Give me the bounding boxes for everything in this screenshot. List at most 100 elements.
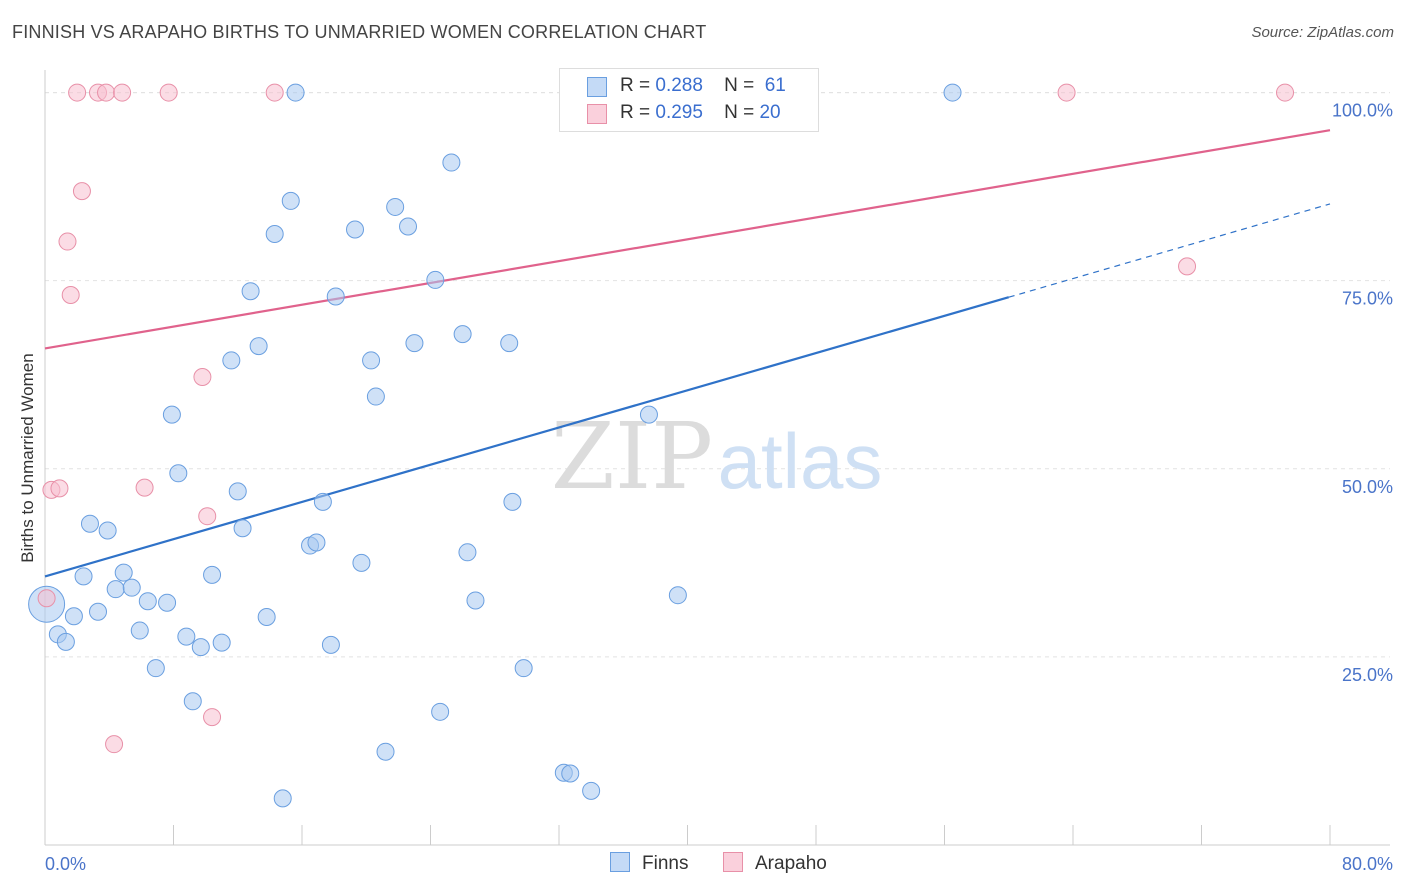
finns-point: [431, 702, 450, 721]
finns-label: Finns: [642, 853, 689, 874]
arapaho-label: Arapaho: [755, 853, 827, 874]
legend-row-finns: R = 0.288 N = 61: [560, 74, 818, 100]
legend-r-label: R =: [620, 75, 651, 96]
finns-point: [313, 492, 332, 511]
finns-point: [130, 621, 149, 640]
correlation-legend: R = 0.288 N = 61 R = 0.295 N = 20: [559, 68, 819, 132]
finns-swatch: [610, 852, 630, 872]
arapaho-point: [1057, 83, 1076, 102]
finns-point: [307, 533, 326, 552]
legend-row-arapaho: R = 0.295 N = 20: [560, 101, 818, 127]
arapaho-trend-line: [44, 129, 1331, 350]
finns-point: [138, 592, 157, 611]
finns-point: [273, 789, 292, 808]
finns-point: [80, 514, 99, 533]
finns-point: [146, 659, 165, 678]
finns-point: [500, 334, 519, 353]
finns-trend-line: [44, 296, 1010, 578]
arapaho-point: [159, 83, 178, 102]
finns-point: [466, 591, 485, 610]
legend-r-value-finns: 0.288: [655, 75, 703, 96]
legend-swatch-arapaho: [587, 104, 607, 124]
finns-point: [503, 492, 522, 511]
finns-point: [326, 287, 345, 306]
finns-point: [183, 692, 202, 711]
finns-point: [228, 482, 247, 501]
watermark-atlas: atlas: [718, 417, 883, 505]
finns-point: [89, 602, 108, 621]
finns-point: [362, 351, 381, 370]
arapaho-point: [265, 83, 284, 102]
arapaho-point: [37, 589, 56, 608]
finns-point: [177, 627, 196, 646]
watermark: ZIP atlas: [551, 403, 882, 510]
finns-point: [122, 578, 141, 597]
finns-point: [639, 405, 658, 424]
finns-point: [453, 325, 472, 344]
finns-point: [64, 607, 83, 626]
gridlines: [45, 92, 1390, 658]
arapaho-point: [50, 479, 69, 498]
y-tick-label: 100.0%: [1332, 101, 1393, 121]
finns-point: [249, 337, 268, 356]
tick-labels: 25.0% 50.0% 75.0% 100.0% 0.0% 80.0%: [45, 101, 1393, 874]
finns-point: [169, 464, 188, 483]
finns-point: [321, 635, 340, 654]
finns-point: [442, 153, 461, 172]
finns-point: [386, 197, 405, 216]
arapaho-point: [97, 83, 116, 102]
finns-point: [286, 83, 305, 102]
finns-point: [426, 270, 445, 289]
arapaho-point: [105, 735, 124, 754]
finns-point: [114, 563, 133, 582]
x-tick-label: 0.0%: [45, 854, 86, 874]
finns-point: [376, 742, 395, 761]
arapaho-point: [68, 83, 87, 102]
legend-r-value-arapaho: 0.295: [655, 102, 703, 123]
finns-point: [241, 282, 260, 301]
finns-point: [352, 553, 371, 572]
finns-point: [458, 543, 477, 562]
finns-point: [346, 220, 365, 239]
arapaho-point: [61, 285, 80, 304]
legend-item-finns[interactable]: Finns: [610, 852, 688, 875]
finns-point: [212, 633, 231, 652]
arapaho-point: [135, 478, 154, 497]
legend-n-value-arapaho: 20: [759, 102, 781, 123]
arapaho-point: [193, 367, 212, 386]
trend-lines: [44, 129, 1331, 578]
finns-point: [98, 521, 117, 540]
finns-point: [56, 632, 75, 651]
finns-point: [943, 83, 962, 102]
arapaho-point: [113, 83, 132, 102]
legend-item-arapaho[interactable]: Arapaho: [723, 852, 827, 875]
finns-point: [582, 781, 601, 800]
y-tick-label: 50.0%: [1342, 477, 1393, 497]
arapaho-point: [198, 507, 217, 526]
finns-point: [405, 334, 424, 353]
finns-trend-extension: [1008, 203, 1331, 298]
finns-point: [265, 225, 284, 244]
arapaho-point: [1276, 83, 1295, 102]
arapaho-point: [72, 182, 91, 201]
finns-point: [257, 608, 276, 627]
arapaho-swatch: [723, 852, 743, 872]
chart-title: FINNISH VS ARAPAHO BIRTHS TO UNMARRIED W…: [12, 22, 707, 42]
legend-n-label: N =: [724, 102, 755, 123]
x-tick-label: 80.0%: [1342, 854, 1393, 874]
finns-point: [191, 638, 210, 657]
arapaho-point: [1178, 257, 1197, 276]
arapaho-point: [58, 232, 77, 251]
data-points: [28, 83, 1295, 808]
finns-point: [366, 387, 385, 406]
axes: [44, 70, 1390, 846]
finns-point: [158, 593, 177, 612]
source-label: Source: ZipAtlas.com: [1251, 24, 1394, 41]
legend-n-label: N =: [724, 75, 755, 96]
arapaho-point: [203, 708, 222, 727]
finns-point: [399, 217, 418, 236]
y-tick-label: 75.0%: [1342, 289, 1393, 309]
watermark-zip: ZIP: [551, 403, 713, 510]
finns-point: [668, 586, 687, 605]
